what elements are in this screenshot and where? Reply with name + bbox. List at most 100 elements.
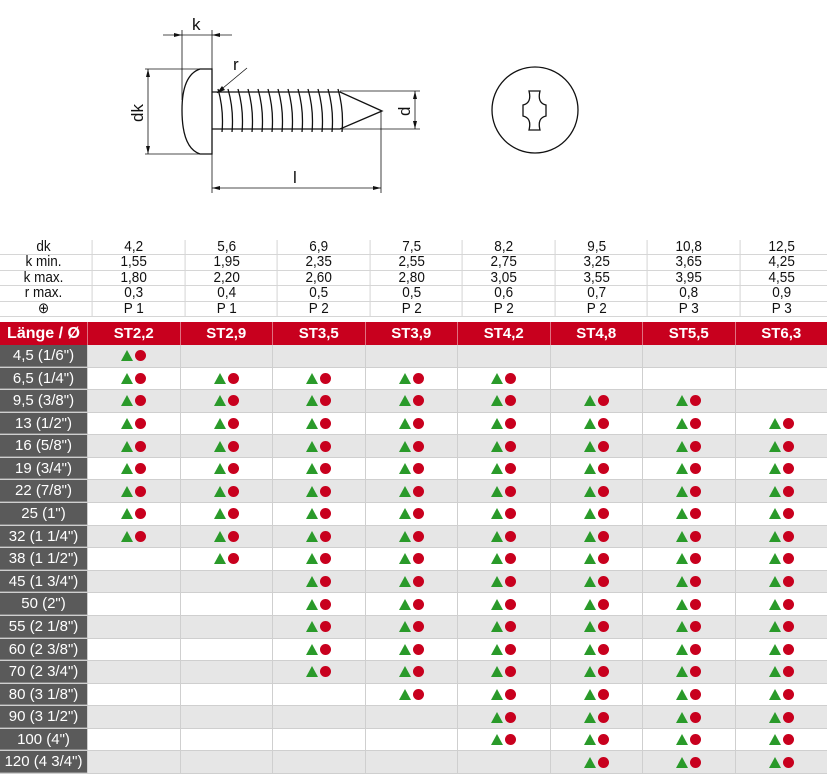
green-triangle-icon	[306, 508, 319, 520]
availability-cell	[272, 683, 365, 706]
spec-value: 2,80	[369, 270, 452, 286]
row-length-label: 6,5 (1/4")	[0, 367, 87, 390]
green-triangle-icon	[768, 530, 781, 542]
green-triangle-icon	[676, 463, 689, 475]
green-triangle-icon	[583, 643, 596, 655]
spec-row-label: dk	[36, 238, 51, 255]
red-circle-icon	[690, 688, 702, 700]
red-circle-icon	[597, 643, 609, 655]
red-circle-icon	[690, 598, 702, 610]
green-triangle-icon	[398, 372, 411, 384]
spec-row-label: ⊕	[37, 299, 50, 317]
red-circle-icon	[320, 508, 332, 520]
spec-value: 0,3	[91, 285, 175, 301]
green-triangle-icon	[121, 485, 134, 497]
red-circle-icon	[505, 643, 517, 655]
table-row: 80 (3 1/8")	[0, 683, 827, 707]
availability-cell	[549, 390, 643, 412]
red-circle-icon	[690, 418, 702, 430]
red-circle-icon	[135, 372, 147, 384]
green-triangle-icon	[768, 553, 781, 565]
red-circle-icon	[227, 508, 239, 520]
table-row: 120 (4 3/4")	[0, 751, 827, 774]
green-triangle-icon	[398, 485, 411, 497]
thread-line	[307, 88, 314, 133]
thread-line	[297, 88, 304, 133]
red-circle-icon	[412, 621, 424, 633]
red-circle-icon	[597, 734, 609, 746]
red-circle-icon	[227, 485, 239, 497]
green-triangle-icon	[491, 530, 504, 542]
availability-cell	[179, 570, 273, 593]
green-triangle-icon	[768, 598, 781, 610]
red-circle-icon	[597, 508, 609, 520]
red-circle-icon	[320, 395, 332, 407]
green-triangle-icon	[398, 463, 411, 475]
availability-cell	[734, 503, 827, 525]
spec-value: 3,95	[646, 270, 730, 286]
green-triangle-icon	[491, 508, 504, 520]
green-triangle-icon	[768, 485, 781, 497]
red-circle-icon	[782, 621, 794, 633]
red-circle-icon	[135, 530, 147, 542]
red-circle-icon	[597, 553, 609, 565]
row-length-label: 50 (2")	[0, 593, 87, 615]
red-circle-icon	[505, 530, 517, 542]
green-triangle-icon	[213, 485, 226, 497]
phillips-recess-icon	[522, 90, 547, 131]
table-row: 100 (4")	[0, 728, 827, 752]
green-triangle-icon	[398, 418, 411, 430]
availability-cell	[87, 412, 180, 435]
red-circle-icon	[135, 485, 147, 497]
table-row: 45 (1 3/4")	[0, 570, 827, 594]
green-triangle-icon	[121, 418, 134, 430]
red-circle-icon	[412, 440, 424, 452]
green-triangle-icon	[491, 418, 504, 430]
availability-cell	[179, 706, 273, 728]
row-length-label: 55 (2 1/8")	[0, 615, 87, 638]
row-length-label: 13 (1/2")	[0, 412, 87, 435]
red-circle-icon	[597, 756, 609, 768]
availability-cell	[734, 390, 827, 412]
red-circle-icon	[782, 530, 794, 542]
green-triangle-icon	[121, 530, 134, 542]
availability-cell	[272, 435, 365, 457]
table-row: 70 (2 3/4")	[0, 661, 827, 684]
spec-value: P 2	[369, 300, 452, 316]
green-triangle-icon	[676, 621, 689, 633]
red-circle-icon	[597, 688, 609, 700]
spec-value: 2,75	[461, 254, 545, 270]
green-triangle-icon	[306, 395, 319, 407]
red-circle-icon	[227, 530, 239, 542]
availability-cell	[87, 345, 180, 367]
row-length-label: 16 (5/8")	[0, 435, 87, 457]
availability-cell	[87, 683, 180, 706]
red-circle-icon	[505, 666, 517, 678]
row-length-label: 100 (4")	[0, 728, 87, 751]
d-label: d	[395, 107, 414, 116]
red-circle-icon	[412, 598, 424, 610]
availability-cell	[87, 457, 180, 480]
red-circle-icon	[597, 666, 609, 678]
spec-value: 0,6	[461, 285, 545, 301]
spec-value: 0,5	[369, 285, 452, 301]
availability-cell	[364, 728, 458, 751]
red-circle-icon	[135, 508, 147, 520]
availability-cell	[642, 480, 735, 503]
red-circle-icon	[505, 734, 517, 746]
availability-cell	[272, 638, 365, 661]
availability-cell	[179, 728, 273, 751]
green-triangle-icon	[121, 372, 134, 384]
green-triangle-icon	[121, 508, 134, 520]
red-circle-icon	[505, 372, 517, 384]
table-row: 90 (3 1/2")	[0, 706, 827, 729]
spec-value: 0,9	[739, 285, 822, 301]
red-circle-icon	[135, 463, 147, 475]
red-circle-icon	[412, 643, 424, 655]
availability-cell	[272, 706, 365, 728]
availability-cell	[642, 390, 735, 412]
green-triangle-icon	[398, 576, 411, 588]
red-circle-icon	[320, 621, 332, 633]
availability-cell	[87, 661, 180, 683]
spec-value: 0,8	[646, 285, 730, 301]
